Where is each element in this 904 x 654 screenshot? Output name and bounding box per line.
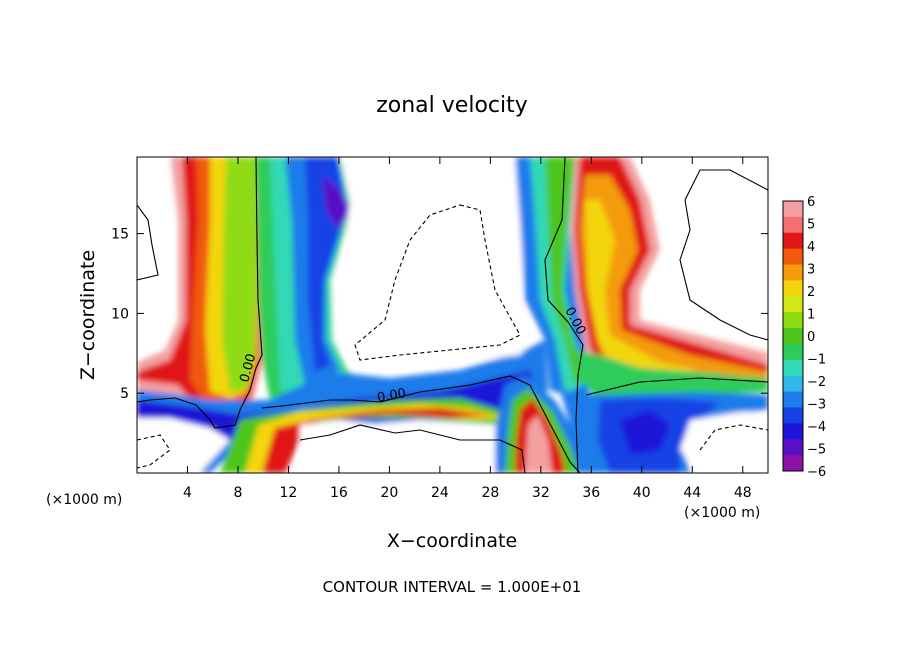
contour-left-edge (137, 204, 159, 281)
colorbar-frame (782, 200, 804, 472)
heatmap-field (137, 157, 768, 473)
x-tick-label: 16 (330, 485, 348, 501)
colorbar-tick-label: −1 (807, 353, 826, 368)
x-tick-label: 44 (683, 485, 701, 501)
x-tick-label: 48 (734, 485, 752, 501)
x-tick-label: 4 (183, 485, 192, 501)
field-region (340, 157, 535, 368)
colorbar-swatch (783, 455, 803, 472)
colorbar-tick-label: 6 (807, 195, 815, 210)
contour-dashed-left (137, 434, 171, 469)
field-region (640, 157, 768, 352)
colorbar-swatch (783, 248, 803, 266)
contour-zero-left (137, 157, 263, 429)
field-region (300, 420, 520, 473)
contour-label: 0.00 (237, 352, 259, 384)
colorbar-tick-label: 2 (807, 285, 815, 300)
chart-title: zonal velocity (376, 93, 528, 118)
contour-zero-right (544, 157, 584, 473)
colorbar-swatch (783, 391, 803, 408)
contour-interval-footer: CONTOUR INTERVAL = 1.000E+01 (323, 578, 582, 596)
colorbar-swatch (783, 359, 803, 377)
colorbar-tick-label: −5 (807, 443, 826, 458)
field-region (580, 175, 768, 382)
colorbar-swatch (783, 296, 803, 313)
contour-low-left (299, 424, 526, 473)
field-region (525, 415, 552, 473)
contour-right-top (679, 169, 768, 341)
y-tick-label: 5 (120, 386, 129, 402)
x-tick-label: 40 (633, 485, 651, 501)
colorbar-swatch (783, 201, 803, 218)
x-unit-right: (×1000 m) (684, 505, 760, 521)
x-tick-label: 20 (380, 485, 398, 501)
colorbar-swatch (783, 407, 803, 424)
colorbar-swatch (783, 216, 803, 234)
colorbar-swatch (783, 439, 803, 456)
y-tick-label: 10 (111, 306, 129, 322)
colorbar-swatch (783, 280, 803, 297)
colorbar-swatch (783, 375, 803, 393)
colorbar-swatch (783, 328, 803, 345)
colorbar-swatch (783, 232, 803, 250)
colorbar-tick-label: 4 (807, 240, 815, 255)
x-tick-label: 36 (582, 485, 600, 501)
colorbar-tick-label: 5 (807, 218, 815, 233)
colorbar-tick-label: −4 (807, 420, 826, 435)
field-region (585, 200, 700, 375)
field-region (680, 412, 768, 473)
x-tick-label: 12 (280, 485, 298, 501)
field-region (322, 175, 352, 230)
colorbar-tick-label: −6 (807, 465, 826, 480)
contour-right-line (585, 377, 768, 396)
colorbar-tick-label: −2 (807, 375, 826, 390)
y-tick-label: 15 (111, 227, 129, 243)
field-region (620, 410, 670, 455)
x-axis-label: X−coordinate (387, 530, 517, 552)
colorbar-tick-label: 1 (807, 308, 815, 323)
colorbar-swatch (783, 312, 803, 329)
colorbar-swatch (783, 423, 803, 440)
colorbar-tick-label: 0 (807, 330, 815, 345)
colorbar-tick-label: −3 (807, 398, 826, 413)
contour-lines (137, 157, 768, 473)
field-region (137, 418, 230, 473)
field-region (545, 157, 585, 385)
field-region (137, 157, 174, 358)
contour-dashed-center (354, 204, 521, 361)
contour-label: 0.00 (376, 386, 407, 406)
x-tick-label: 32 (532, 485, 550, 501)
colorbar: 6 5 4 3 2 1 0 −1 −2 −3 −4 −5 −6 (782, 195, 826, 480)
y-axis: 5 10 15 (111, 227, 768, 402)
x-tick-label: 24 (431, 485, 449, 501)
colorbar-swatch (783, 264, 803, 281)
x-axis: 4 8 12 16 20 24 28 32 36 40 44 48 (183, 157, 752, 501)
y-axis-label: Z−coordinate (77, 250, 99, 380)
field-region (222, 157, 256, 392)
plot-frame (136, 156, 769, 474)
x-tick-label: 28 (481, 485, 499, 501)
field-region (262, 408, 490, 473)
contour-zero-middle (261, 375, 581, 473)
x-unit-left: (×1000 m) (46, 492, 122, 508)
colorbar-swatch (783, 343, 803, 361)
contour-dashed-right (699, 424, 768, 451)
colorbar-tick-label: 3 (807, 263, 815, 278)
x-tick-label: 8 (233, 485, 242, 501)
